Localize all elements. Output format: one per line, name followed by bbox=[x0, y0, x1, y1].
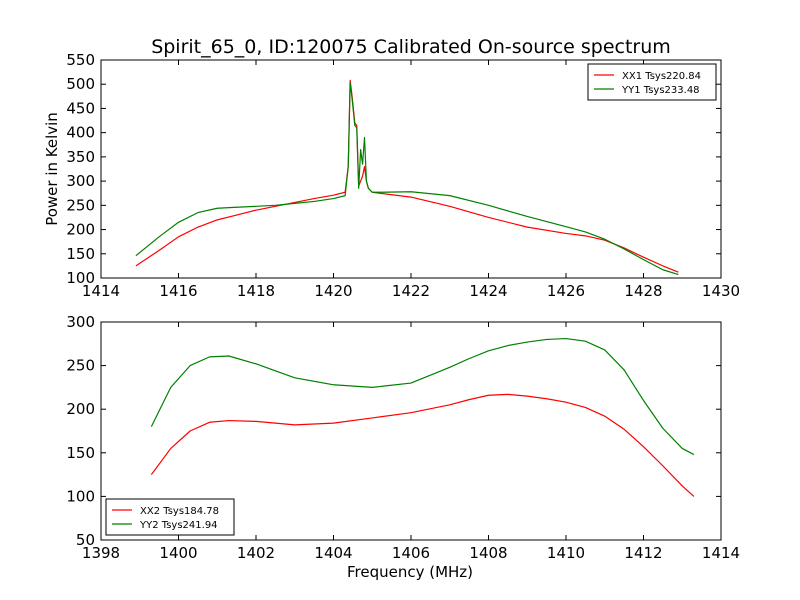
top-panel: 1414 1416 1418 1420 1422 1424 1426 1428 1430 100 1… bbox=[43, 51, 740, 300]
top-y-tick-label: 100 bbox=[66, 269, 95, 287]
top-x-tick-label: 1424 bbox=[469, 282, 507, 300]
top-series-line-2 bbox=[135, 82, 679, 276]
bottom-y-tick-label: 100 bbox=[66, 487, 95, 505]
top-x-tick-label: 1418 bbox=[237, 282, 275, 300]
top-y-tick-label: 350 bbox=[66, 148, 95, 166]
top-y-tick-label: 250 bbox=[66, 196, 95, 214]
top-series-layer bbox=[135, 79, 679, 276]
bottom-y-tick-label: 150 bbox=[66, 444, 95, 462]
top-y-tick-label: 200 bbox=[66, 221, 95, 239]
top-x-tick-label: 1420 bbox=[314, 282, 352, 300]
bottom-x-tick-label: 1414 bbox=[702, 544, 740, 562]
bottom-panel: 1398 1400 1402 1404 1406 1408 1410 1412 1414 50 10… bbox=[66, 313, 740, 581]
bottom-ticks-layer: 1398 1400 1402 1404 1406 1408 1410 1412 1414 50 10… bbox=[66, 313, 740, 562]
top-x-tick-label: 1416 bbox=[159, 282, 197, 300]
bottom-series-line-1 bbox=[150, 393, 695, 497]
bottom-x-tick-label: 1412 bbox=[624, 544, 662, 562]
top-legend: XX1 Tsys220.84 YY1 Tsys233.48 bbox=[587, 63, 717, 101]
top-y-tick-label: 550 bbox=[66, 51, 95, 69]
bottom-legend-label-2: YY2 Tsys241.94 bbox=[139, 520, 218, 531]
top-x-tick-label: 1426 bbox=[547, 282, 585, 300]
bottom-x-tick-label: 1408 bbox=[469, 544, 507, 562]
bottom-y-tick-label: 50 bbox=[76, 531, 95, 549]
top-ticks-layer: 1414 1416 1418 1420 1422 1424 1426 1428 1430 100 1… bbox=[66, 51, 740, 300]
top-legend-label-2: YY1 Tsys233.48 bbox=[621, 85, 700, 96]
bottom-x-tick-label: 1406 bbox=[392, 544, 430, 562]
bottom-x-tick-label: 1410 bbox=[547, 544, 585, 562]
top-y-axis-label: Power in Kelvin bbox=[43, 112, 61, 226]
bottom-legend-box bbox=[105, 498, 235, 536]
top-x-tick-label: 1430 bbox=[702, 282, 740, 300]
bottom-y-tick-label: 300 bbox=[66, 313, 95, 331]
top-legend-label-1: XX1 Tsys220.84 bbox=[622, 71, 701, 82]
top-y-tick-label: 500 bbox=[66, 75, 95, 93]
chart-title: Spirit_65_0, ID:120075 Calibrated On-sou… bbox=[151, 36, 671, 58]
top-y-tick-label: 300 bbox=[66, 172, 95, 190]
bottom-x-tick-label: 1404 bbox=[314, 544, 352, 562]
top-y-tick-label: 450 bbox=[66, 99, 95, 117]
bottom-legend-label-1: XX2 Tsys184.78 bbox=[140, 506, 219, 517]
bottom-x-axis-label: Frequency (MHz) bbox=[347, 563, 473, 581]
top-x-tick-label: 1428 bbox=[624, 282, 662, 300]
bottom-x-tick-label: 1398 bbox=[82, 544, 120, 562]
top-legend-box bbox=[587, 63, 717, 101]
bottom-x-tick-label: 1402 bbox=[237, 544, 275, 562]
top-y-tick-label: 400 bbox=[66, 124, 95, 142]
bottom-legend: XX2 Tsys184.78 YY2 Tsys241.94 bbox=[105, 498, 235, 536]
top-x-tick-label: 1414 bbox=[82, 282, 120, 300]
bottom-series-layer bbox=[150, 337, 695, 497]
top-y-tick-label: 150 bbox=[66, 245, 95, 263]
bottom-y-tick-label: 200 bbox=[66, 400, 95, 418]
top-x-tick-label: 1422 bbox=[392, 282, 430, 300]
bottom-series-line-2 bbox=[150, 337, 695, 456]
top-series-line-1 bbox=[135, 79, 679, 273]
bottom-x-tick-label: 1400 bbox=[159, 544, 197, 562]
bottom-y-tick-label: 250 bbox=[66, 357, 95, 375]
